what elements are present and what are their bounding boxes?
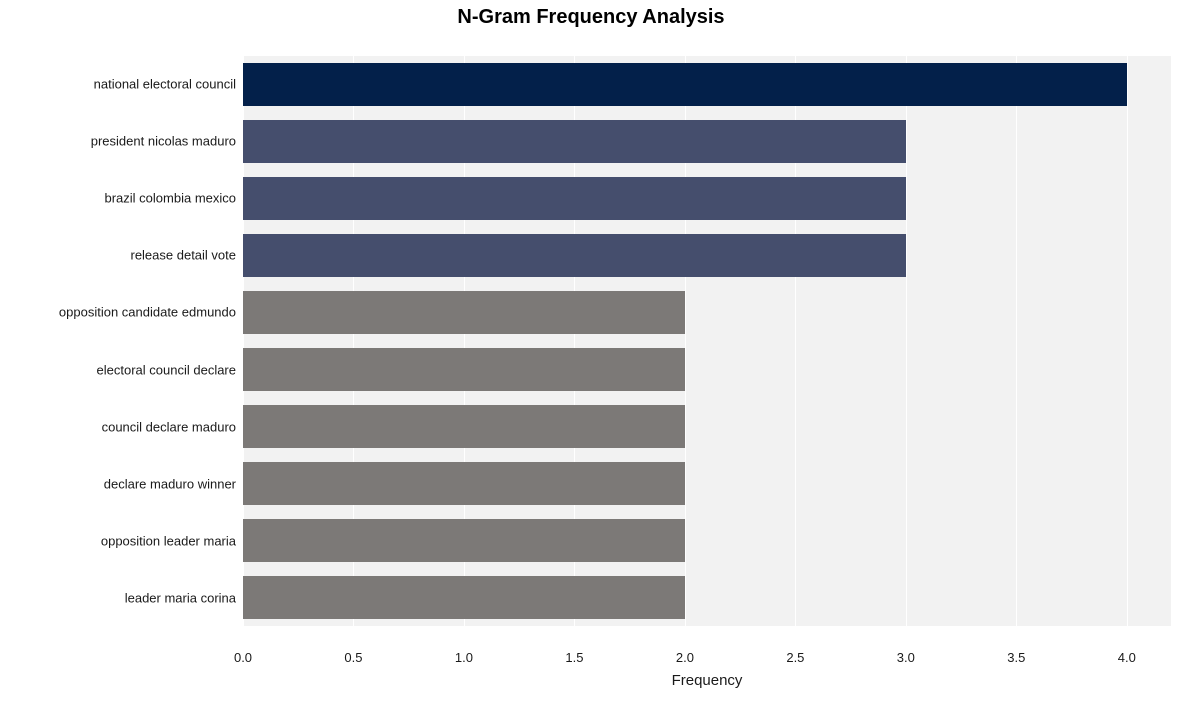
bar: [243, 462, 685, 505]
bar: [243, 576, 685, 619]
y-tick-label: leader maria corina: [125, 590, 236, 605]
bar: [243, 177, 906, 220]
y-tick-label: release detail vote: [130, 248, 236, 263]
y-tick-label: brazil colombia mexico: [105, 191, 237, 206]
y-axis-labels: national electoral council president nico…: [0, 36, 236, 646]
bar: [243, 234, 906, 277]
y-tick-label: president nicolas maduro: [91, 134, 236, 149]
chart-title: N-Gram Frequency Analysis: [0, 6, 1182, 29]
x-tick-label: 1.5: [565, 650, 583, 665]
x-axis-ticks: 0.00.51.01.52.02.53.03.54.0: [243, 650, 1171, 670]
x-axis-label: Frequency: [243, 672, 1171, 689]
x-tick-label: 0.5: [344, 650, 362, 665]
y-tick-label: opposition leader maria: [101, 533, 236, 548]
gridline: [906, 36, 907, 646]
x-tick-label: 2.0: [676, 650, 694, 665]
bar: [243, 120, 906, 163]
x-tick-label: 0.0: [234, 650, 252, 665]
gridline: [1127, 36, 1128, 646]
y-tick-label: opposition candidate edmundo: [59, 305, 236, 320]
gridline: [1016, 36, 1017, 646]
bar: [243, 519, 685, 562]
x-tick-label: 3.0: [897, 650, 915, 665]
y-tick-label: national electoral council: [94, 77, 236, 92]
y-tick-label: declare maduro winner: [104, 476, 236, 491]
plot-area: [243, 36, 1171, 646]
bar: [243, 291, 685, 334]
x-tick-label: 3.5: [1007, 650, 1025, 665]
y-tick-label: electoral council declare: [97, 362, 236, 377]
x-tick-label: 2.5: [786, 650, 804, 665]
x-tick-label: 1.0: [455, 650, 473, 665]
bar: [243, 348, 685, 391]
x-tick-label: 4.0: [1118, 650, 1136, 665]
bar: [243, 63, 1127, 106]
y-tick-label: council declare maduro: [102, 419, 236, 434]
ngram-chart: N-Gram Frequency Analysis national elect…: [0, 0, 1182, 701]
bar: [243, 405, 685, 448]
